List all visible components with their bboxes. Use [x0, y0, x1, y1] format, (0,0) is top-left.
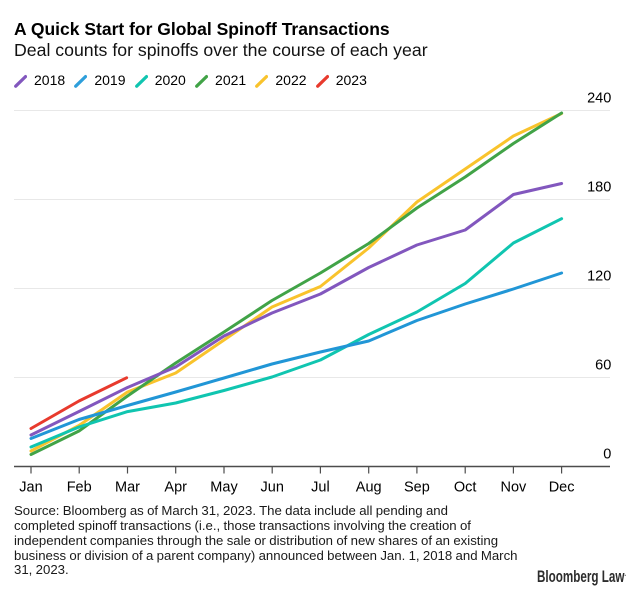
svg-text:May: May: [210, 480, 238, 496]
svg-text:Jul: Jul: [311, 480, 330, 496]
svg-text:Nov: Nov: [501, 480, 528, 496]
svg-text:Feb: Feb: [67, 480, 92, 496]
svg-text:Mar: Mar: [115, 480, 140, 496]
svg-text:Jan: Jan: [19, 480, 42, 496]
svg-text:180: 180: [587, 180, 611, 196]
svg-text:Jun: Jun: [261, 480, 284, 496]
svg-text:Apr: Apr: [164, 480, 187, 496]
svg-text:Oct: Oct: [454, 480, 477, 496]
svg-text:Dec: Dec: [549, 480, 575, 496]
svg-text:60: 60: [595, 358, 611, 374]
svg-text:0: 0: [603, 447, 611, 463]
svg-text:Sep: Sep: [404, 480, 430, 496]
svg-text:240: 240: [587, 91, 611, 107]
svg-text:Aug: Aug: [356, 480, 382, 496]
svg-text:120: 120: [587, 269, 611, 285]
